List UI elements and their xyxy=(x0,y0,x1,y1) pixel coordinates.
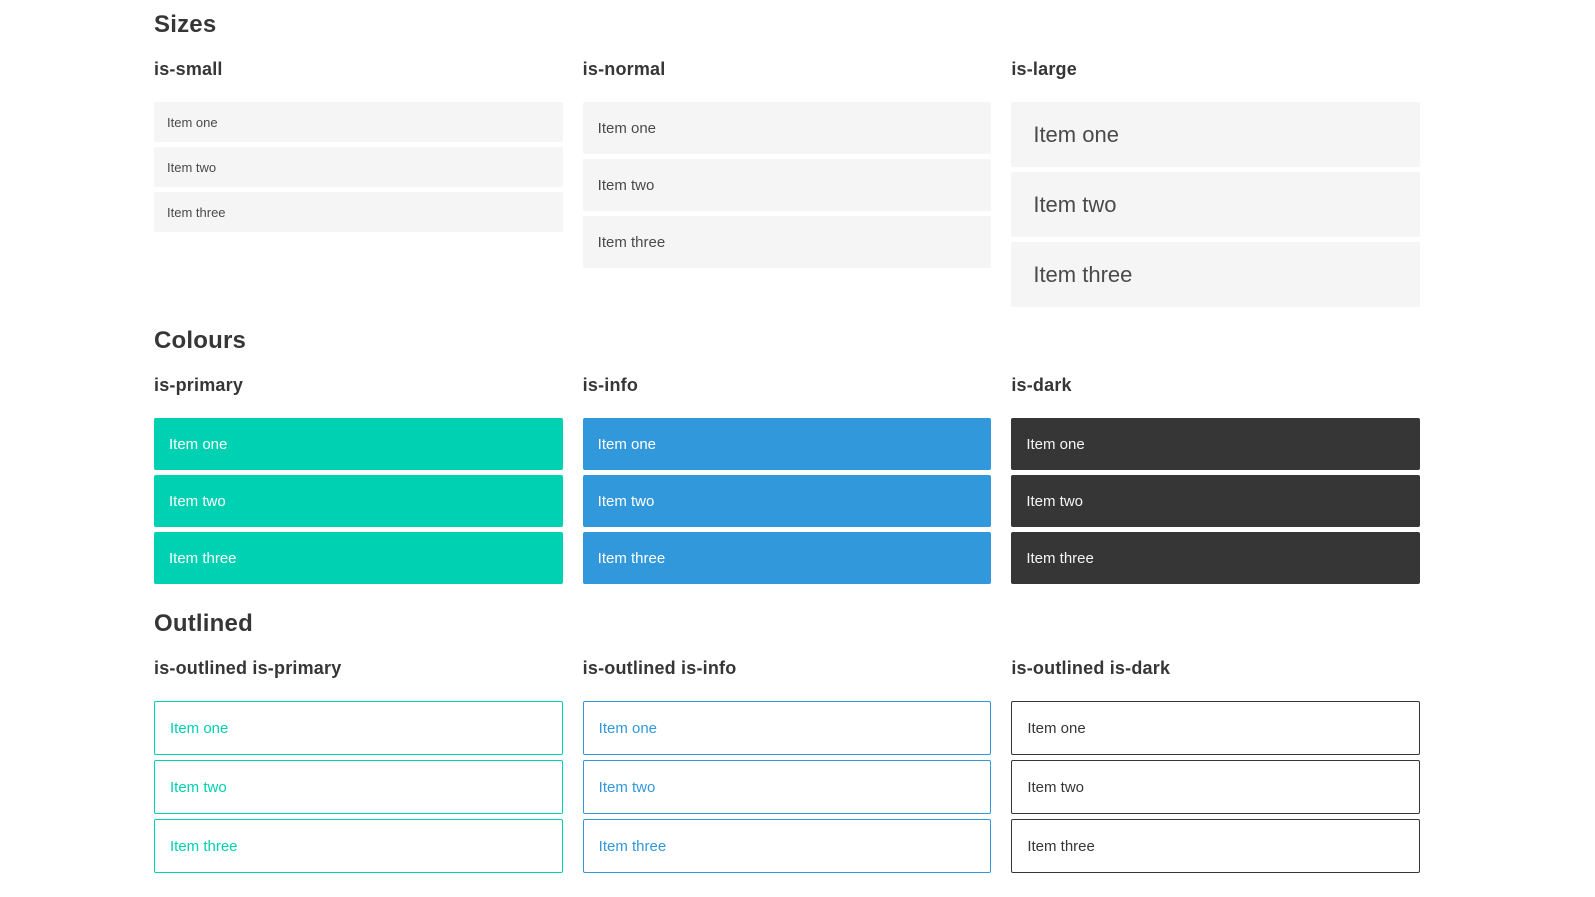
section-title-sizes: Sizes xyxy=(154,11,217,38)
list-item: Item three xyxy=(1011,819,1420,873)
list-item: Item two xyxy=(582,159,992,211)
list-item: Item three xyxy=(582,819,992,873)
group-heading-is-primary: is-primary xyxy=(154,375,244,395)
block-list-info: Item one Item two Item three xyxy=(582,418,992,584)
list-item: Item three xyxy=(582,216,992,268)
list-item: Item three xyxy=(154,532,563,584)
group-heading-outlined-info: is-outlined is-info xyxy=(582,658,737,678)
list-item: Item one xyxy=(154,102,563,142)
block-list-demo-page: Sizes is-small Item one Item two Item th… xyxy=(154,0,1420,878)
colours-columns: is-primary Item one Item two Item three … xyxy=(154,374,1420,589)
block-list-normal: Item one Item two Item three xyxy=(582,102,992,268)
list-item: Item three xyxy=(582,532,992,584)
list-item: Item two xyxy=(1011,475,1420,527)
block-list-large: Item one Item two Item three xyxy=(1011,102,1420,307)
group-heading-is-info: is-info xyxy=(582,375,639,395)
group-heading-outlined-dark: is-outlined is-dark xyxy=(1011,658,1171,678)
section-colours: Colours is-primary Item one Item two Ite… xyxy=(154,326,1420,589)
column-is-normal: is-normal Item one Item two Item three xyxy=(582,58,992,273)
column-outlined-primary: is-outlined is-primary Item one Item two… xyxy=(154,657,563,878)
list-item: Item three xyxy=(154,819,563,873)
block-list-dark: Item one Item two Item three xyxy=(1011,418,1420,584)
list-item: Item three xyxy=(1011,242,1420,307)
list-item: Item one xyxy=(1011,701,1420,755)
list-item: Item three xyxy=(1011,532,1420,584)
list-item: Item one xyxy=(154,418,563,470)
block-list-outlined-info: Item one Item two Item three xyxy=(582,701,992,873)
outlined-columns: is-outlined is-primary Item one Item two… xyxy=(154,657,1420,878)
sizes-columns: is-small Item one Item two Item three is… xyxy=(154,58,1420,312)
list-item: Item two xyxy=(1011,172,1420,237)
group-heading-is-normal: is-normal xyxy=(582,59,666,79)
list-item: Item two xyxy=(154,475,563,527)
list-item: Item one xyxy=(154,701,563,755)
list-item: Item one xyxy=(582,701,992,755)
block-list-outlined-primary: Item one Item two Item three xyxy=(154,701,563,873)
section-sizes: Sizes is-small Item one Item two Item th… xyxy=(154,10,1420,312)
column-is-small: is-small Item one Item two Item three xyxy=(154,58,563,237)
list-item: Item two xyxy=(1011,760,1420,814)
group-heading-is-small: is-small xyxy=(154,59,223,79)
section-title-outlined: Outlined xyxy=(154,610,253,637)
column-outlined-dark: is-outlined is-dark Item one Item two It… xyxy=(1011,657,1420,878)
column-is-primary: is-primary Item one Item two Item three xyxy=(154,374,563,589)
block-list-outlined-dark: Item one Item two Item three xyxy=(1011,701,1420,873)
list-item: Item one xyxy=(582,418,992,470)
block-list-small: Item one Item two Item three xyxy=(154,102,563,232)
list-item: Item two xyxy=(154,147,563,187)
column-outlined-info: is-outlined is-info Item one Item two It… xyxy=(582,657,992,878)
list-item: Item one xyxy=(1011,418,1420,470)
section-title-colours: Colours xyxy=(154,327,247,354)
block-list-primary: Item one Item two Item three xyxy=(154,418,563,584)
list-item: Item two xyxy=(154,760,563,814)
group-heading-outlined-primary: is-outlined is-primary xyxy=(154,658,342,678)
column-is-info: is-info Item one Item two Item three xyxy=(582,374,992,589)
column-is-dark: is-dark Item one Item two Item three xyxy=(1011,374,1420,589)
list-item: Item two xyxy=(582,475,992,527)
list-item: Item one xyxy=(582,102,992,154)
group-heading-is-large: is-large xyxy=(1011,59,1077,79)
section-outlined: Outlined is-outlined is-primary Item one… xyxy=(154,609,1420,878)
list-item: Item three xyxy=(154,192,563,232)
list-item: Item two xyxy=(582,760,992,814)
group-heading-is-dark: is-dark xyxy=(1011,375,1072,395)
column-is-large: is-large Item one Item two Item three xyxy=(1011,58,1420,312)
list-item: Item one xyxy=(1011,102,1420,167)
